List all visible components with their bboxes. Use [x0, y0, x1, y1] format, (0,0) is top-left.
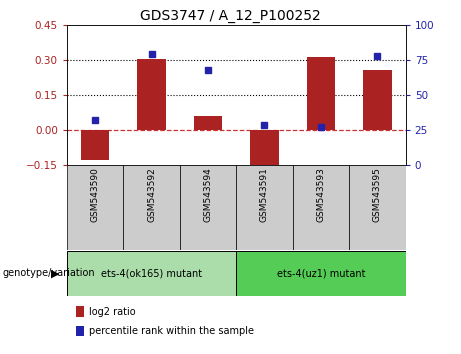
Bar — [363, 70, 391, 130]
Text: ets-4(ok165) mutant: ets-4(ok165) mutant — [101, 268, 202, 279]
Bar — [250, 130, 278, 166]
Text: GSM543594: GSM543594 — [203, 167, 213, 222]
Bar — [293, 165, 349, 250]
Text: GSM543591: GSM543591 — [260, 167, 269, 222]
Bar — [236, 251, 406, 296]
Bar — [67, 251, 236, 296]
Bar — [236, 165, 293, 250]
Text: GDS3747 / A_12_P100252: GDS3747 / A_12_P100252 — [140, 9, 321, 23]
Text: GSM543592: GSM543592 — [147, 167, 156, 222]
Bar — [67, 165, 123, 250]
Bar — [137, 58, 165, 130]
Text: GSM543593: GSM543593 — [316, 167, 325, 222]
Text: ▶: ▶ — [51, 268, 59, 279]
Text: log2 ratio: log2 ratio — [89, 307, 136, 316]
Bar — [123, 165, 180, 250]
Text: ets-4(uz1) mutant: ets-4(uz1) mutant — [277, 268, 365, 279]
Bar — [307, 57, 335, 130]
Text: GSM543595: GSM543595 — [373, 167, 382, 222]
Bar — [349, 165, 406, 250]
Bar — [81, 130, 109, 160]
Text: GSM543590: GSM543590 — [90, 167, 100, 222]
Bar — [194, 116, 222, 130]
Text: percentile rank within the sample: percentile rank within the sample — [89, 326, 254, 336]
Text: genotype/variation: genotype/variation — [2, 268, 95, 279]
Bar — [180, 165, 236, 250]
